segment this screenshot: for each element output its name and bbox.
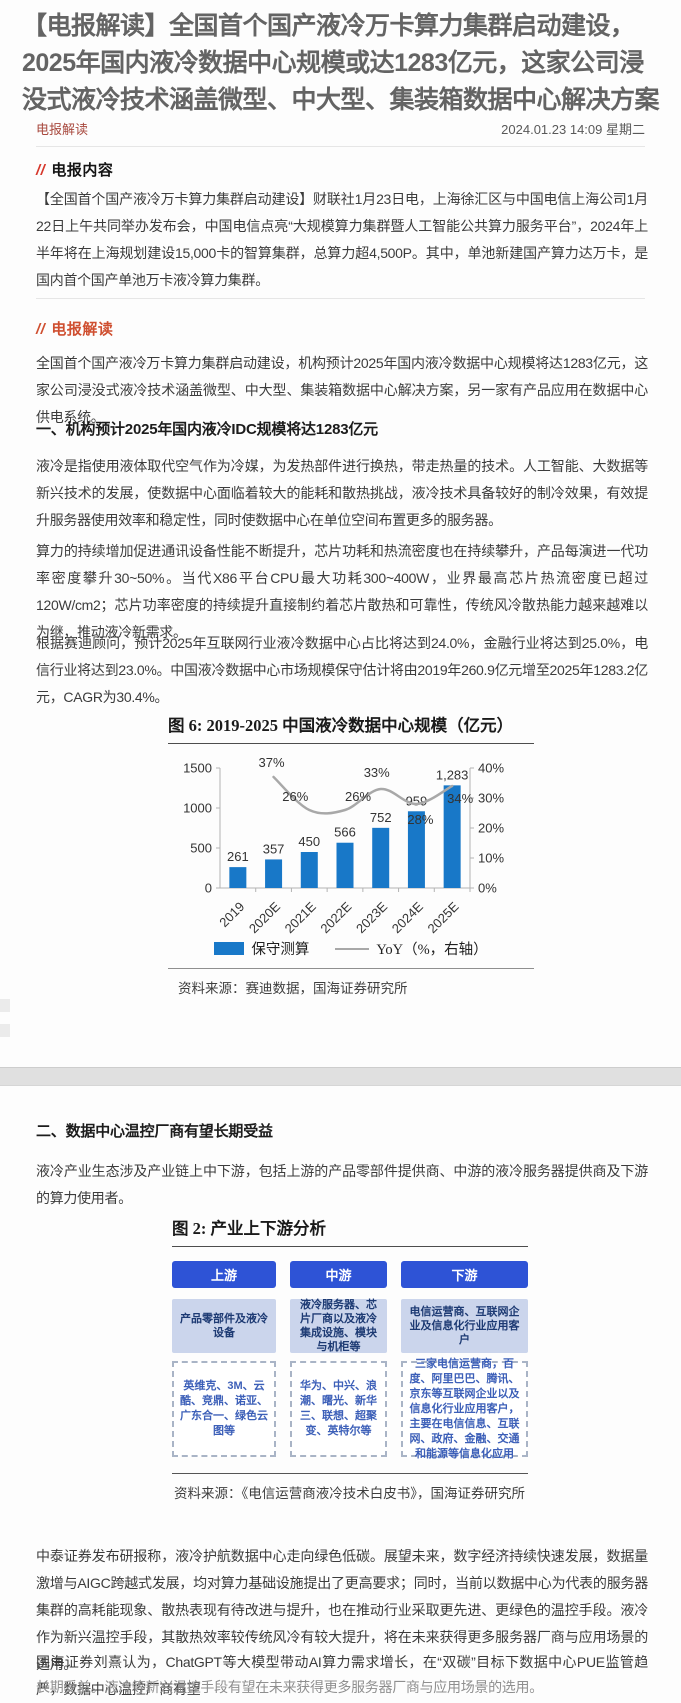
edge-artifact — [0, 1024, 10, 1037]
section-separator-band — [0, 1067, 681, 1086]
svg-text:261: 261 — [227, 849, 249, 864]
svg-text:1,283: 1,283 — [436, 767, 469, 782]
svg-text:26%: 26% — [345, 789, 371, 804]
svg-text:2019: 2019 — [216, 899, 247, 930]
paragraph: 液冷是指使用液体取代空气作为冷媒，为发热部件进行换热，带走热量的技术。人工智能、… — [36, 458, 648, 528]
figure-6-chart-block: 图 6: 2019-2025 中国液冷数据中心规模（亿元） 0 500 1000 15… — [168, 712, 534, 1002]
svg-text:34%: 34% — [447, 791, 473, 806]
edge-artifact — [0, 999, 10, 1012]
upstream-header: 上游 — [172, 1261, 276, 1288]
clipped-last-line: 长期受益。液冷等新兴温控手段有望在未来获得更多服务器厂商与应用场景的选用。 — [36, 1679, 543, 1695]
chart-legend: 保守测算 YoY（%，右轴） — [168, 938, 534, 959]
svg-text:959: 959 — [406, 793, 428, 808]
downstream-category-box: 电信运营商、互联网企业及信息化行业应用客户 — [401, 1299, 528, 1353]
svg-text:33%: 33% — [364, 765, 390, 780]
svg-text:28%: 28% — [407, 812, 433, 827]
interpretation-lead: 全国首个国产液冷万卡算力集群启动建设，机构预计2025年国内液冷数据中心规模将达… — [36, 355, 648, 425]
svg-text:2023E: 2023E — [353, 899, 390, 936]
svg-text:37%: 37% — [259, 755, 285, 770]
svg-text:0: 0 — [205, 881, 212, 896]
svg-text:2020E: 2020E — [246, 899, 283, 936]
svg-text:0%: 0% — [478, 881, 497, 896]
diagram-source: 资料来源：《电信运营商液冷技术白皮书》，国海证券研究所 — [174, 1486, 525, 1501]
upstream-column: 上游 产品零部件及液冷设备 英维克、3M、云酷、竞鼎、诺亚、广东合一、绿色云图等 — [172, 1261, 276, 1457]
paragraph: 算力的持续增加促进通讯设备性能不断提升，芯片功耗和热流密度也在持续攀升，产品每演… — [36, 543, 648, 640]
chart-title: 图 6: 2019-2025 中国液冷数据中心规模（亿元） — [168, 712, 534, 744]
source-label: 电报解读 — [36, 122, 89, 137]
article-title: 【电报解读】全国首个国产液冷万卡算力集群启动建设， 2025年国内液冷数据中心规… — [22, 8, 670, 119]
publish-datetime: 2024.01.23 14:09 星期二 — [501, 122, 645, 137]
downstream-header: 下游 — [401, 1261, 528, 1288]
svg-text:10%: 10% — [478, 851, 504, 866]
svg-text:450: 450 — [298, 834, 320, 849]
article-title-line-1: 【电报解读】全国首个国产液冷万卡算力集群启动建设， — [22, 12, 635, 40]
midstream-category-box: 液冷服务器、芯片厂商以及液冷集成设施、模块与机柜等 — [290, 1299, 387, 1353]
article-meta: 电报解读 2024.01.23 14:09 星期二 — [36, 119, 645, 138]
line-legend-label: YoY（%，右轴） — [376, 942, 488, 958]
bar-legend-label: 保守测算 — [251, 942, 310, 958]
svg-text:2022E: 2022E — [317, 899, 354, 936]
article-title-line-3: 没式液冷技术涵盖微型、中大型、集装箱数据中心解决方案 — [22, 86, 660, 114]
svg-text:2024E: 2024E — [389, 899, 426, 936]
midstream-header: 中游 — [290, 1261, 387, 1288]
upstream-category-box: 产品零部件及液冷设备 — [172, 1299, 276, 1353]
section-header-interpretation: // 电报解读 — [36, 318, 113, 339]
upstream-companies-box: 英维克、3M、云酷、竞鼎、诺亚、广东合一、绿色云图等 — [172, 1361, 276, 1457]
telegraph-body: 【全国首个国产液冷万卡算力集群启动建设】财联社1月23日电，上海徐汇区与中国电信… — [36, 191, 648, 288]
section-header-telegraph: // 电报内容 — [36, 159, 113, 180]
divider — [36, 298, 645, 299]
divider — [172, 1473, 528, 1474]
chart-source: 资料来源：赛迪数据，国海证券研究所 — [178, 981, 408, 996]
svg-text:20%: 20% — [478, 821, 504, 836]
figure-2-diagram-block: 图 2: 产业上下游分析 上游 产品零部件及液冷设备 英维克、3M、云酷、竞鼎、… — [172, 1215, 528, 1507]
svg-text:2025E: 2025E — [424, 899, 461, 936]
liquid-cooling-market-chart: 0 500 1000 1500 0% 10% 20% 30% 40% 261 2019 357 2020… — [183, 755, 504, 936]
heading-2: 二、数据中心温控厂商有望长期受益 — [36, 1123, 273, 1140]
svg-text:26%: 26% — [282, 789, 308, 804]
industry-chain-columns: 上游 产品零部件及液冷设备 英维克、3M、云酷、竞鼎、诺亚、广东合一、绿色云图等… — [172, 1261, 528, 1460]
article-title-line-2: 2025年国内液冷数据中心规模或达1283亿元，这家公司浸 — [22, 49, 644, 77]
bar-legend-swatch — [214, 942, 245, 955]
svg-text:1000: 1000 — [183, 801, 212, 816]
section-title-telegraph: 电报内容 — [51, 162, 114, 179]
svg-text:357: 357 — [263, 841, 285, 856]
double-slash-mark: // — [36, 321, 46, 338]
svg-text:500: 500 — [190, 841, 212, 856]
divider — [168, 968, 534, 969]
svg-text:1500: 1500 — [183, 761, 212, 776]
svg-text:40%: 40% — [478, 761, 504, 776]
double-slash-mark: // — [36, 162, 46, 179]
svg-text:2021E: 2021E — [282, 899, 319, 936]
svg-text:566: 566 — [334, 825, 356, 840]
section-title-interpretation: 电报解读 — [51, 321, 114, 338]
heading-1: 一、机构预计2025年国内液冷IDC规模将达1283亿元 — [36, 421, 378, 438]
svg-text:30%: 30% — [478, 791, 504, 806]
midstream-column: 中游 液冷服务器、芯片厂商以及液冷集成设施、模块与机柜等 华为、中兴、浪潮、曙光… — [290, 1261, 387, 1457]
svg-text:752: 752 — [370, 810, 392, 825]
divider — [36, 146, 645, 147]
midstream-companies-box: 华为、中兴、浪潮、曙光、新华三、联想、超聚变、英特尔等 — [290, 1361, 387, 1457]
line-legend-swatch — [335, 947, 370, 950]
paragraph: 液冷产业生态涉及产业链上中下游，包括上游的产品零部件提供商、中游的液冷服务器提供… — [36, 1163, 648, 1206]
diagram-title: 图 2: 产业上下游分析 — [172, 1215, 528, 1247]
downstream-companies-box: 三家电信运营商，百度、阿里巴巴、腾讯、京东等互联网企业以及信息化行业应用客户，主… — [401, 1358, 528, 1460]
legend-item-line: YoY（%，右轴） — [335, 938, 488, 959]
paragraph: 根据赛迪顾问，预计2025年互联网行业液冷数据中心占比将达到24.0%，金融行业… — [36, 635, 648, 705]
downstream-column: 下游 电信运营商、互联网企业及信息化行业应用客户 三家电信运营商，百度、阿里巴巴… — [401, 1261, 528, 1460]
paragraph: 中泰证券发布研报称，液冷护航数据中心走向绿色低碳。展望未来，数字经济持续快速发展… — [36, 1548, 648, 1672]
legend-item-bar: 保守测算 — [214, 938, 309, 959]
